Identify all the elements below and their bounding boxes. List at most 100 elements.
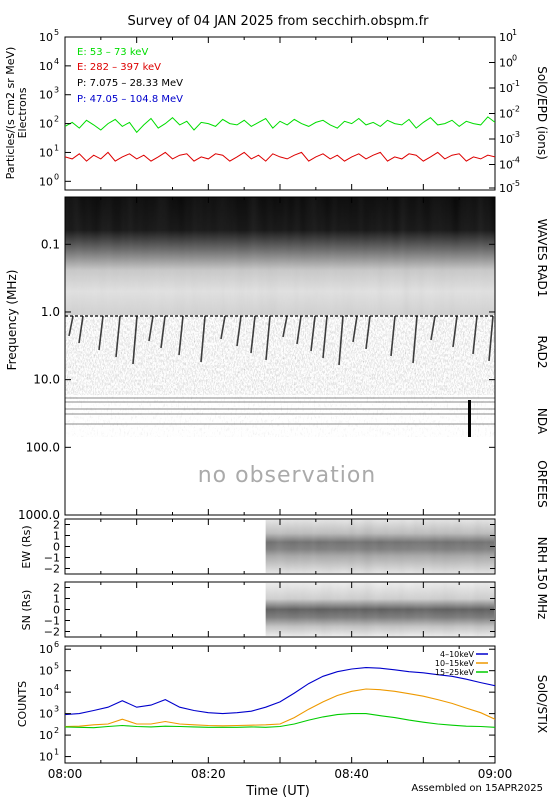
epd-legend: E: 53 – 73 keV E: 282 – 397 keV P: 7.075… <box>77 47 183 105</box>
epd-ylabel: Particles/(s cm2 sr MeV) <box>4 47 17 180</box>
radio-burst <box>472 315 478 355</box>
radio-burst <box>310 315 316 352</box>
radio-burst <box>352 315 358 343</box>
epd-left-tick-exp: 1 <box>54 143 59 152</box>
radio-burst <box>132 315 138 365</box>
epd-ticks: 10 010 110 210 310 410 510 -510 -410 -310 -210 -110… <box>39 28 520 195</box>
radio-burst <box>506 316 510 338</box>
radio-tick-label: 1.0 <box>41 305 60 319</box>
stix-tick-label: 10 <box>39 708 53 721</box>
nrh-ew-texture <box>265 520 494 573</box>
radio-spectrum-panel: 0.1 1.0 10.0 100.0 1000.0 no observation Fre… <box>5 196 549 522</box>
nrh-tick-label: 1 <box>53 530 60 543</box>
epd-left-tick-label: 10 <box>39 31 53 44</box>
stix-legend-label: 10–15keV <box>435 659 475 668</box>
epd-left-tick-label: 10 <box>39 60 53 73</box>
radio-burst <box>521 316 525 345</box>
epd-legend-item: P: 47.05 – 104.8 MeV <box>77 94 183 105</box>
stix-series-line <box>65 688 495 728</box>
epd-right-tick-label: 10 <box>499 57 513 70</box>
x-tick-label: 08:00 <box>48 767 83 781</box>
nda-band <box>65 395 495 437</box>
radio-tick-label: 10.0 <box>33 373 60 387</box>
stix-right-label: SolO/STIX <box>535 675 549 734</box>
waves-rad1-label: WAVES RAD1 <box>535 219 549 298</box>
epd-left-tick-exp: 3 <box>54 86 59 95</box>
epd-left-tick-label: 10 <box>39 89 53 102</box>
radio-burst-features <box>65 315 525 437</box>
nrh-sn-ticks: 210−1−2 <box>44 582 495 639</box>
radio-burst <box>160 315 166 349</box>
epd-right-tick-exp: -1 <box>512 79 520 88</box>
assembled-footer: Assembled on 15APR2025 <box>411 783 543 794</box>
stix-series-line <box>65 667 495 716</box>
nrh-tick-label: −1 <box>44 552 60 565</box>
radio-ticks: 0.1 1.0 10.0 100.0 1000.0 <box>18 237 495 522</box>
stix-tick-exp: 3 <box>54 705 59 714</box>
x-tick-label: 08:20 <box>191 767 226 781</box>
time-axis: 08:00 08:20 08:40 09:00 <box>48 37 513 781</box>
epd-right-tick-label: 10 <box>499 108 513 121</box>
radio-burst <box>488 315 494 362</box>
epd-ylabel-electrons: Electrons <box>16 87 29 138</box>
radio-tick-label: 100.0 <box>26 440 60 454</box>
stix-series-line <box>65 713 495 729</box>
epd-left-tick-label: 10 <box>39 118 53 131</box>
nrh-sn-ylabel: SN (Rs) <box>20 590 33 631</box>
radio-ylabel: Frequency (MHz) <box>5 270 19 371</box>
orfees-label: ORFEES <box>535 460 549 507</box>
time-axis-label: Time (UT) <box>245 784 310 799</box>
epd-legend-item: P: 7.075 – 28.33 MeV <box>77 78 183 89</box>
radio-burst <box>68 315 74 337</box>
x-tick-label: 09:00 <box>478 767 513 781</box>
nda-burst <box>468 400 471 437</box>
stix-ylabel: COUNTS <box>16 681 29 727</box>
stix-tick-exp: 4 <box>54 683 59 692</box>
epd-right-label: SolO/EPD (ions) <box>535 66 549 160</box>
stix-tick-exp: 1 <box>54 748 59 757</box>
radio-burst <box>452 315 458 348</box>
nrh-tick-label: 2 <box>53 582 60 595</box>
nrh-tick-label: −2 <box>44 626 60 639</box>
stix-tick-exp: 5 <box>54 662 59 671</box>
nrh-sn-panel: 210−1−2 SN (Rs) NRH 150 MHz <box>20 537 549 639</box>
epd-left-tick-exp: 4 <box>54 57 59 66</box>
stix-series-group <box>65 667 495 729</box>
stix-tick-label: 10 <box>39 751 53 764</box>
radio-burst <box>200 315 206 363</box>
stix-tick-label: 10 <box>39 686 53 699</box>
nrh-ew-ylabel: EW (Rs) <box>20 525 33 568</box>
epd-series-group <box>65 116 495 162</box>
epd-left-tick-exp: 2 <box>54 115 59 124</box>
radio-burst <box>178 315 184 356</box>
radio-burst <box>322 315 328 359</box>
rad2-band <box>65 315 495 395</box>
stix-legend-label: 15–25keV <box>435 668 475 677</box>
stix-tick-label: 10 <box>39 643 53 656</box>
epd-panel: 10 010 110 210 310 410 510 -510 -410 -310 -210 -110… <box>4 28 549 195</box>
radio-spectrum-image <box>65 197 525 437</box>
nrh-tick-label: 2 <box>53 519 60 532</box>
nrh-tick-label: 1 <box>53 593 60 606</box>
radio-tick-label: 1000.0 <box>18 508 60 522</box>
rad2-label: RAD2 <box>535 336 549 369</box>
epd-right-tick-exp: -3 <box>512 130 520 139</box>
epd-right-tick-exp: 1 <box>512 28 517 37</box>
nrh-tick-label: 0 <box>53 604 60 617</box>
epd-right-tick-exp: -4 <box>512 156 520 165</box>
stix-tick-label: 10 <box>39 665 53 678</box>
nrh-tick-label: −2 <box>44 563 60 576</box>
waves-rad1-texture <box>65 197 495 315</box>
epd-left-tick-label: 10 <box>39 146 53 159</box>
epd-frame <box>64 36 496 191</box>
radio-burst <box>148 315 154 342</box>
radio-burst <box>236 315 242 347</box>
radio-burst <box>365 315 371 350</box>
nrh-tick-label: 0 <box>53 541 60 554</box>
radio-burst <box>115 315 121 358</box>
